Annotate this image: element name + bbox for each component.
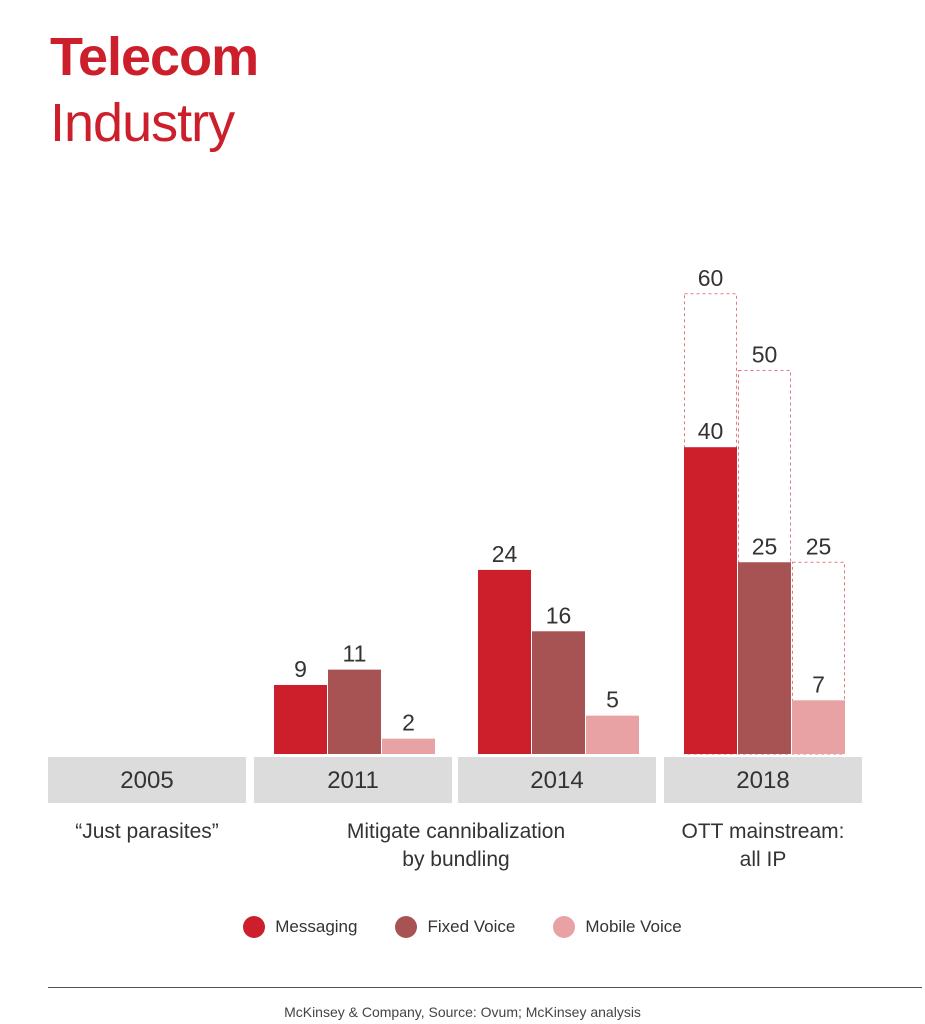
bar-messaging-2018 [684,447,737,754]
chart-subtitle: Industry [50,93,235,153]
bar-mobile-voice-2011 [382,738,435,754]
value-label-fixed-voice-2014: 16 [546,602,572,628]
bar-messaging-2014 [478,569,531,754]
bar-fixed-voice-2011 [328,669,381,754]
bar-chart: 2005 “Just parasites” 2011 Mitigate canniba… [48,265,862,871]
bar-fixed-voice-2018 [738,562,791,754]
projection-label-fixed-voice-2018: 50 [752,342,778,368]
projection-label-mobile-voice-2018: 25 [806,533,832,559]
source-note: McKinsey & Company, Source: Ovum; McKins… [284,1004,641,1020]
category-caption-2018-1: all IP [740,848,787,871]
category-caption-2011-0: Mitigate cannibalization [347,820,565,843]
value-label-fixed-voice-2018: 25 [752,533,778,559]
legend-label-mobile-voice: Mobile Voice [585,917,682,936]
category-box-2014 [458,757,656,803]
value-label-mobile-voice-2014: 5 [606,687,619,713]
value-label-messaging-2011: 9 [294,656,307,682]
projection-label-messaging-2018: 60 [698,265,724,291]
category-label-2018: 2018 [736,767,789,794]
legend-item-mobile-voice: Mobile Voice [553,916,682,938]
category-label-2011: 2011 [327,767,379,794]
bar-mobile-voice-2014 [586,715,639,754]
legend-swatch-fixed-voice [395,916,418,938]
legend-item-messaging: Messaging [243,916,357,938]
category-box-2011 [254,757,452,803]
category-box-2018 [664,757,862,803]
category-caption-2018-0: OTT mainstream: [682,820,845,843]
legend-label-fixed-voice: Fixed Voice [427,917,516,936]
legend-item-fixed-voice: Fixed Voice [395,916,515,938]
value-label-mobile-voice-2018: 7 [812,671,825,697]
bar-mobile-voice-2018 [792,700,845,754]
category-box-2005 [48,757,246,803]
bar-fixed-voice-2014 [532,631,585,754]
chart-title: Telecom [50,27,259,87]
category-caption-2005-0: “Just parasites” [75,820,219,843]
value-label-mobile-voice-2011: 2 [402,710,415,736]
category-label-2005: 2005 [120,767,173,794]
projection-outline-mobile-voice-2018 [792,561,845,755]
category-caption-2011-1: by bundling [402,848,509,871]
value-label-messaging-2014: 24 [492,541,518,567]
value-label-messaging-2018: 40 [698,418,724,444]
category-label-2014: 2014 [530,767,583,794]
bar-messaging-2011 [274,684,327,754]
legend-label-messaging: Messaging [275,917,358,936]
footer-divider [48,987,922,988]
value-label-fixed-voice-2011: 11 [343,641,367,667]
legend-swatch-mobile-voice [553,916,576,938]
legend: Messaging Fixed Voice Mobile Voice [0,916,925,938]
legend-swatch-messaging [243,916,266,938]
